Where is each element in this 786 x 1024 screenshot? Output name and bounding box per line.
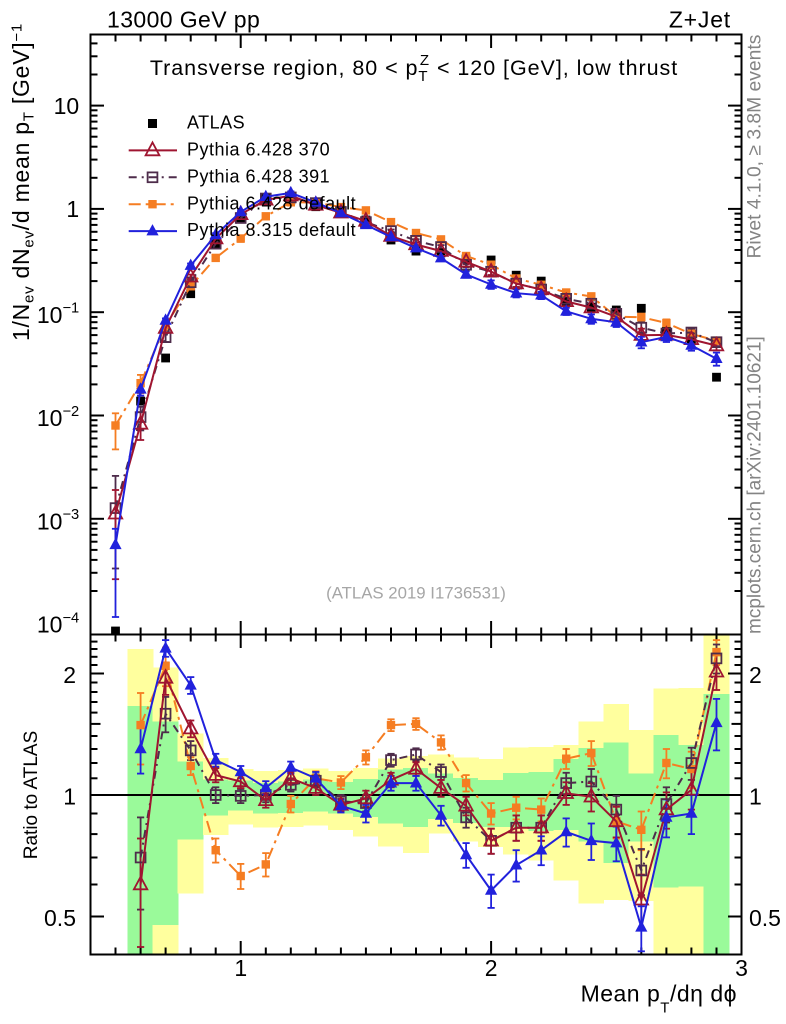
svg-text:Rivet 4.1.0, ≥ 3.8M events: Rivet 4.1.0, ≥ 3.8M events [745, 35, 766, 259]
svg-text:2: 2 [749, 662, 762, 688]
svg-text:10−4: 10−4 [37, 610, 79, 637]
svg-text:0.5: 0.5 [44, 905, 76, 931]
svg-text:10−2: 10−2 [37, 404, 79, 431]
svg-text:10−3: 10−3 [37, 507, 79, 534]
svg-text:10−1: 10−1 [37, 301, 79, 328]
svg-text:1: 1 [66, 196, 79, 222]
svg-text:1/Nev dNev/d mean pT [GeV]−1: 1/Nev dNev/d mean pT [GeV]−1 [8, 23, 38, 341]
svg-text:1: 1 [63, 783, 76, 809]
svg-text:2: 2 [63, 662, 76, 688]
svg-text:1: 1 [749, 783, 762, 809]
svg-text:13000 GeV pp: 13000 GeV pp [107, 7, 260, 33]
svg-text:Ratio to ATLAS: Ratio to ATLAS [21, 731, 42, 860]
svg-text:Z+Jet: Z+Jet [669, 7, 731, 33]
svg-text:1: 1 [234, 955, 247, 981]
svg-text:Transverse region, 80 < pTZ <: Transverse region, 80 < pTZ < 120 [GeV],… [150, 52, 678, 85]
svg-text:mcplots.cern.ch [arXiv:2401.10: mcplots.cern.ch [arXiv:2401.10621] [745, 336, 766, 634]
svg-text:10: 10 [54, 93, 80, 119]
svg-text:3: 3 [735, 955, 748, 981]
svg-text:2: 2 [485, 955, 498, 981]
svg-text:ATLAS: ATLAS [187, 113, 245, 133]
svg-text:Pythia 6.428 370: Pythia 6.428 370 [187, 140, 330, 160]
svg-text:Mean pT/dη dϕ: Mean pT/dη dϕ [581, 981, 737, 1017]
svg-text:Pythia 6.428 391: Pythia 6.428 391 [187, 166, 330, 186]
svg-text:0.5: 0.5 [749, 905, 781, 931]
svg-text:Pythia 8.315 default: Pythia 8.315 default [187, 220, 356, 240]
svg-text:(ATLAS 2019 I1736531): (ATLAS 2019 I1736531) [326, 584, 506, 603]
svg-text:Pythia 6.428 default: Pythia 6.428 default [187, 193, 356, 213]
